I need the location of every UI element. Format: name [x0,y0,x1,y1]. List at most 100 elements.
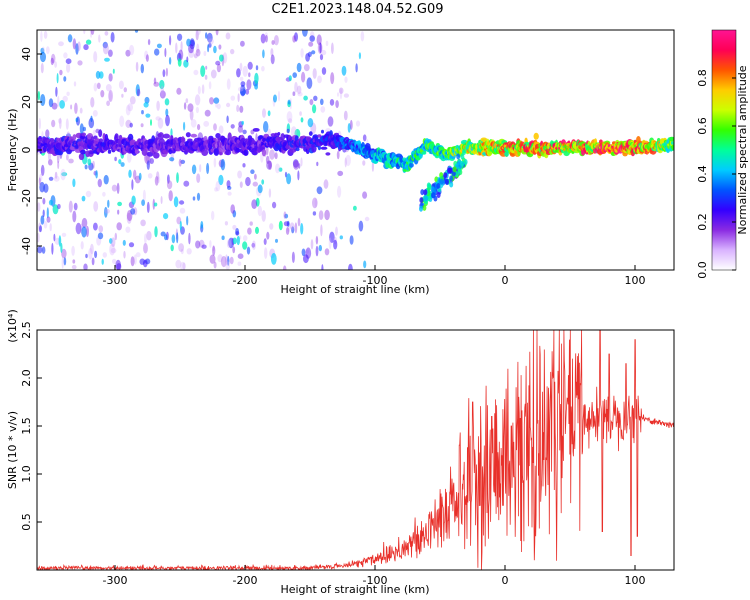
spectrogram-cell [261,210,266,222]
spectrogram-cell [270,253,277,265]
x-tick-label: -300 [103,274,128,287]
spectrogram-cell [98,34,101,43]
spectrogram-cell [183,102,187,110]
spectrogram-cell [247,227,252,235]
spectrogram-cell [271,40,275,45]
spectrogram-cell [108,89,113,102]
spectrogram-cell [311,50,316,55]
colorbar-gradient [711,29,737,271]
spectrogram-cell [215,103,218,108]
spectrogram-cell [129,44,135,56]
spectrogram-cell [110,247,117,254]
spectrogram-cell [106,100,110,107]
spectrogram-cell [65,58,72,64]
spectrogram-cell [142,189,146,202]
spectrogram-cell [102,41,108,49]
spectrogram-cell [90,97,95,108]
spectrogram-cell [180,41,183,52]
spectrogram-cell [186,56,189,63]
spectrogram-cell [53,175,60,182]
spectrogram-cell [59,117,62,129]
spectrogram-cell [92,110,98,117]
spectrogram-cell [348,263,353,270]
spectrogram-cell [362,160,366,166]
spectrogram-cell [72,210,77,223]
spectrogram-cell [204,109,211,117]
spectrogram-cell [80,241,84,250]
snr-y-ticks: 0.5 1.0 1.5 2.0 2.5 [20,321,42,531]
spectrogram-cell [226,239,232,248]
spectrogram-cell [318,210,324,221]
spectrogram-cell [288,75,292,82]
spectrogram-cell [108,49,113,57]
spectrogram-cell [178,243,185,252]
spectrogram-cell [90,30,95,35]
spectrogram-cell [460,153,465,160]
spectrogram-cell [119,115,125,128]
spectrogram-cell [533,132,539,140]
spectrogram-cell [169,157,175,162]
spectrogram-cell [294,222,298,234]
spectrogram-cell [213,137,217,141]
y-tick-label: 0.5 [20,513,33,531]
spectrogram-cell [167,174,170,184]
y-tick-label: 1.5 [20,417,33,435]
spectrogram-cell [179,207,186,214]
spectrogram-cell [190,133,198,138]
spectrogram-cell [292,35,296,43]
spectrogram-cell [45,46,50,54]
spectrogram-cell [76,116,80,126]
spectrogram-cell [73,202,78,211]
spectrogram-cell [286,173,292,185]
spectrogram-cell [213,157,217,168]
spectrogram-cell [96,82,101,90]
spectrogram-cell [209,240,212,248]
spectrogram-cell [232,237,237,245]
spectrogram-cell [177,58,182,67]
spectrogram-cell [118,80,124,90]
spectrogram-cell [236,68,241,78]
spectrogram-cell [445,179,449,185]
spectrogram-cell [246,246,251,255]
spectrogram-cell [278,167,283,172]
spectrogram-cell [264,247,268,259]
spectrogram-cell [245,88,250,95]
spectrogram-cell [302,30,308,37]
spectrogram-cell [54,61,57,68]
spectrogram-cell [127,133,134,142]
spectrogram-cell [83,263,88,270]
spectrogram-cell [139,258,146,265]
spectrogram-cell [66,63,71,73]
spectrogram-cell [320,49,327,56]
spectrogram-cell [237,170,243,179]
spectrogram-cell [319,42,322,54]
spectrogram-cell [98,129,103,138]
spectrogram-cell [75,43,79,55]
spectrogram-cell [111,184,118,192]
spectrogram-cell [214,187,218,192]
spectrogram-cell [40,62,44,74]
spectrogram-cell [54,171,58,179]
spectrogram-cell [269,149,275,160]
spectrogram-cell [48,159,53,166]
spectrogram-cell [301,71,306,83]
spectrogram-cell [144,233,147,244]
spectrogram-cell [103,174,109,185]
spectrogram-cell [195,30,199,41]
spectrogram-cell [289,222,295,230]
spectrogram-cell [213,45,217,54]
spectrogram-cell [97,232,104,240]
colorbar-tick-label: 0.8 [696,69,709,87]
spectrogram-cell [297,91,303,97]
x-tick-label: 0 [502,574,509,587]
spectrogram-cell [176,232,179,244]
spectrogram-cell [308,131,313,136]
spectrogram-cell [316,186,323,195]
spectrogram-cell [200,65,206,77]
spectrogram-cell [123,250,126,259]
spectrogram-cell [297,170,300,181]
spectrogram-cell [261,149,267,157]
spectrogram-cell [178,49,184,61]
spectrogram-cell [104,206,108,218]
spectrogram-cell [143,102,149,108]
